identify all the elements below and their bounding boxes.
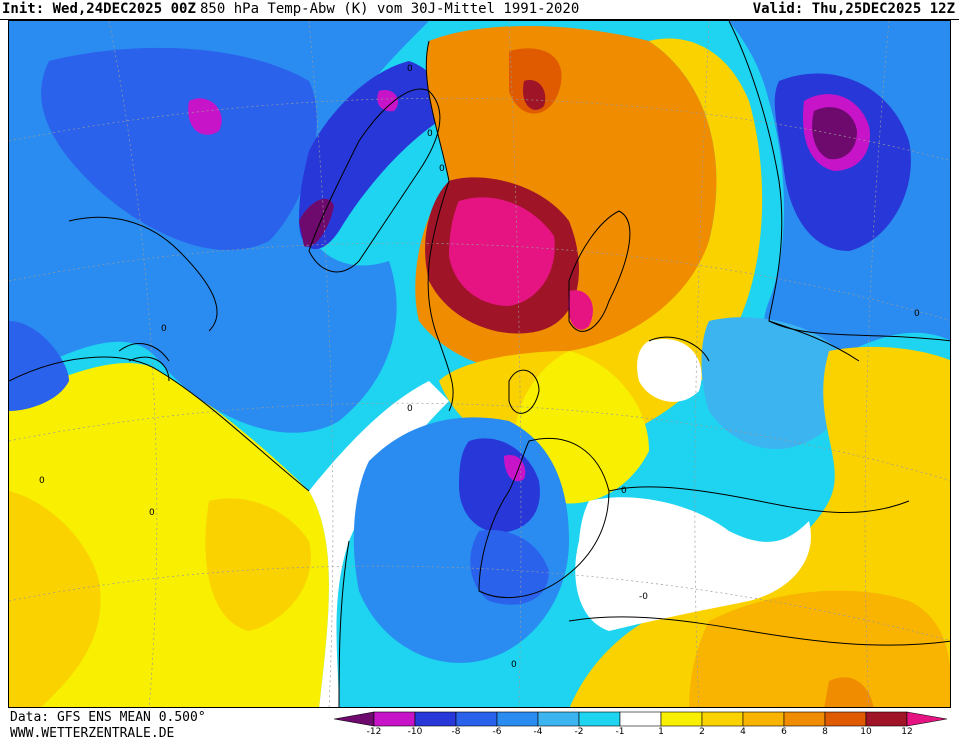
legend-tick-label: 4 — [740, 727, 746, 737]
legend-swatch — [742, 711, 785, 727]
data-source: Data: GFS ENS MEAN 0.500° — [10, 710, 206, 725]
contour-label-group: 0 0 0 0 0 0 0 0 -0 0 0 — [39, 64, 920, 670]
contour-label: 0 — [621, 486, 627, 496]
contour-label: 0 — [149, 508, 155, 518]
legend-swatch — [414, 711, 457, 727]
legend-swatch — [865, 711, 908, 727]
valid-time: Valid: Thu,25DEC2025 12Z — [753, 1, 955, 17]
zero-contours — [9, 21, 950, 707]
website-label: WWW.WETTERZENTRALE.DE — [10, 726, 175, 741]
graticule — [9, 21, 950, 707]
legend-swatch — [906, 711, 948, 727]
legend-tick-label: -1 — [615, 727, 625, 737]
cold-iberia — [353, 417, 569, 663]
legend-tick-label: 8 — [822, 727, 828, 737]
legend-tick-label: -12 — [366, 727, 382, 737]
legend-swatch — [783, 711, 826, 727]
map-title: 850 hPa Temp-Abw (K) vom 30J-Mittel 1991… — [200, 1, 580, 17]
warm-svalbard-max — [523, 80, 546, 110]
cold-labrador — [9, 321, 69, 411]
legend-swatch — [660, 711, 703, 727]
warm-core-scandinavia — [568, 290, 593, 330]
coastlines — [68, 88, 950, 646]
warm-north-africa — [689, 590, 950, 707]
legend-swatch — [701, 711, 744, 727]
valid-value: Thu,25DEC2025 12Z — [811, 1, 955, 17]
valid-label: Valid: — [752, 1, 804, 17]
contour-label: 0 — [427, 129, 433, 139]
legend-swatch — [619, 711, 662, 727]
color-legend: -12 -10 -8 -6 -4 -2 -1 1 2 4 6 8 10 12 — [333, 710, 958, 740]
contour-label: 0 — [439, 164, 445, 174]
legend-swatch — [373, 711, 416, 727]
map-canvas: 0 0 0 0 0 0 0 0 -0 0 0 — [9, 21, 950, 707]
legend-tick-label: -4 — [533, 727, 543, 737]
cold-siberia-max — [812, 107, 857, 160]
legend-tick-label: 2 — [699, 727, 705, 737]
init-time: Init: Wed,24DEC2025 00Z — [2, 1, 196, 17]
map-footer: Data: GFS ENS MEAN 0.500° WWW.WETTERZENT… — [0, 708, 959, 741]
warm-svalbard — [509, 48, 562, 114]
contour-label: -0 — [639, 592, 648, 602]
legend-tick-label: 12 — [901, 727, 913, 737]
legend-tick-label: -10 — [407, 727, 423, 737]
legend-tick-label: -8 — [451, 727, 461, 737]
legend-swatch — [455, 711, 498, 727]
cold-biscay-max — [504, 455, 526, 482]
cold-greenland-north-max — [377, 90, 399, 112]
warm-atlantic-core — [9, 491, 101, 707]
legend-tick-label: -6 — [492, 727, 502, 737]
legend-swatch — [578, 711, 621, 727]
legend-bar — [333, 711, 948, 727]
cold-canada-max — [188, 98, 222, 135]
legend-swatch — [333, 711, 375, 727]
contour-label: 0 — [39, 476, 45, 486]
init-value: Wed,24DEC2025 00Z — [52, 1, 196, 17]
warm-atlantic-patch — [205, 498, 311, 631]
map-header: Init: Wed,24DEC2025 00Z 850 hPa Temp-Abw… — [0, 0, 959, 20]
legend-tick-label: 1 — [658, 727, 664, 737]
contour-label: 0 — [511, 660, 517, 670]
cold-iberia-core — [470, 530, 549, 605]
legend-tick-label: -2 — [574, 727, 584, 737]
legend-swatch — [824, 711, 867, 727]
legend-tick-label: 6 — [781, 727, 787, 737]
legend-swatch — [537, 711, 580, 727]
contour-label: 0 — [407, 64, 413, 74]
cold-greenland — [299, 61, 443, 250]
legend-tick-label: 10 — [860, 727, 872, 737]
init-label: Init: — [2, 1, 45, 17]
cold-canada-core — [41, 47, 317, 251]
cold-east-europe — [701, 317, 849, 450]
warm-africa-core — [824, 677, 874, 707]
legend-swatch — [496, 711, 539, 727]
contour-label: 0 — [407, 404, 413, 414]
contour-label: 0 — [161, 324, 167, 334]
anomaly-map: 0 0 0 0 0 0 0 0 -0 0 0 — [8, 20, 951, 708]
zero-band-atlantic — [309, 381, 449, 707]
warm-core-norway-sea — [449, 197, 555, 306]
zero-east-europe — [637, 339, 702, 402]
contour-label: 0 — [914, 309, 920, 319]
